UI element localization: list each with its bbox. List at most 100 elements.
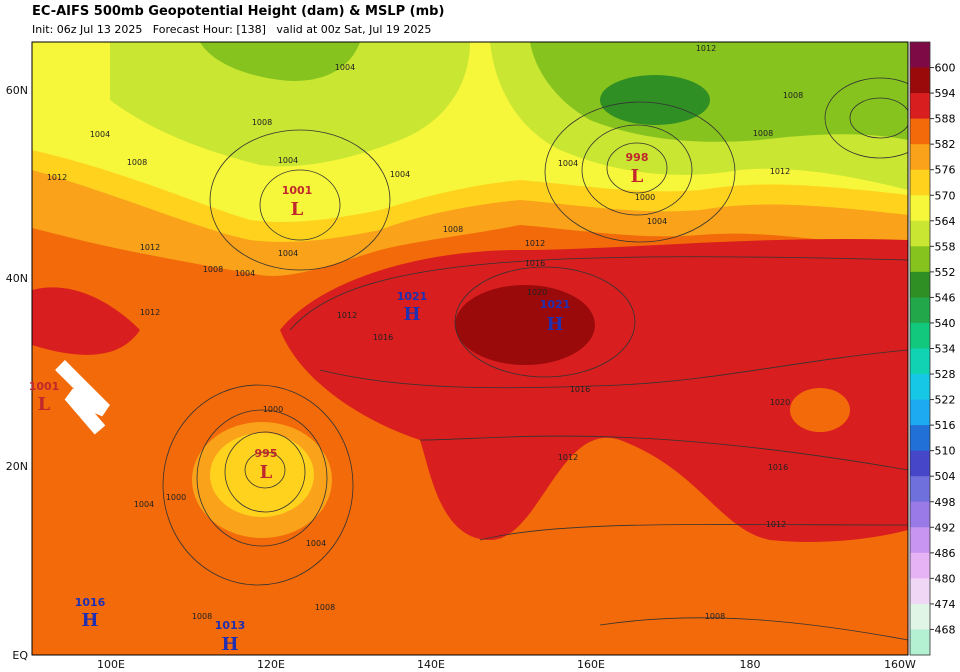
pressure-center: L xyxy=(631,166,644,187)
colorbar-cell xyxy=(910,603,930,630)
pressure-center: H xyxy=(221,634,238,655)
contour-label: 1004 xyxy=(278,156,298,165)
colorbar-cell xyxy=(910,220,930,247)
contour-label: 1004 xyxy=(335,63,355,72)
colorbar-cell xyxy=(910,42,930,69)
colorbar-label: 468 xyxy=(935,623,956,636)
contour-label: 1012 xyxy=(766,520,786,529)
contour-label: 1000 xyxy=(166,493,186,502)
colorbar-label: 540 xyxy=(935,317,956,330)
pressure-center: L xyxy=(260,462,273,483)
colorbar-cell xyxy=(910,67,930,94)
contour-label: 1004 xyxy=(390,170,410,179)
pressure-value: 1021 xyxy=(540,298,571,311)
colorbar-cell xyxy=(910,527,930,554)
colorbar-cell xyxy=(910,501,930,528)
lon-label: 180 xyxy=(740,658,761,671)
contour-label: 1020 xyxy=(527,288,547,297)
colorbar-label: 486 xyxy=(935,547,956,560)
colorbar-cell xyxy=(910,246,930,273)
colorbar-label: 564 xyxy=(935,215,956,228)
colorbar-cell xyxy=(910,297,930,324)
colorbar-cell xyxy=(910,348,930,375)
contour-label: 1016 xyxy=(570,385,590,394)
contour-label: 1008 xyxy=(252,118,272,127)
contour-label: 1008 xyxy=(192,612,212,621)
contour-label: 1012 xyxy=(337,311,357,320)
colorbar-label: 534 xyxy=(935,343,956,356)
colorbar-cell xyxy=(910,552,930,579)
colorbar-label: 570 xyxy=(935,189,956,202)
lon-label: 120E xyxy=(257,658,285,671)
contour-label: 1004 xyxy=(306,539,326,548)
pressure-center: H xyxy=(546,314,563,335)
lon-label: 160E xyxy=(577,658,605,671)
colorbar-cell xyxy=(910,629,930,656)
colorbar-label: 600 xyxy=(935,62,956,75)
contour-label: 1008 xyxy=(203,265,223,274)
colorbar-cell xyxy=(910,144,930,171)
contour-label: 1008 xyxy=(705,612,725,621)
contour-label: 1012 xyxy=(525,239,545,248)
colorbar-label: 522 xyxy=(935,394,956,407)
contour-label: 1012 xyxy=(140,243,160,252)
pressure-value: 1001 xyxy=(282,184,313,197)
lon-label: 160W xyxy=(884,658,916,671)
pressure-center: H xyxy=(81,610,98,631)
contour-label: 1012 xyxy=(770,167,790,176)
colorbar-label: 480 xyxy=(935,572,956,585)
colorbar-cell xyxy=(910,578,930,605)
colorbar-cell xyxy=(910,450,930,477)
colorbar-cell xyxy=(910,322,930,349)
colorbar: 600 594 588 582 576 570 564 558 552 546 540 534 528 5… xyxy=(909,41,956,656)
colorbar-cell xyxy=(910,399,930,426)
colorbar-label: 552 xyxy=(935,266,956,279)
lat-label: 40N xyxy=(6,272,28,285)
contour-label: 1012 xyxy=(140,308,160,317)
lat-label: 60N xyxy=(6,84,28,97)
colorbar-cell xyxy=(910,195,930,222)
title: EC-AIFS 500mb Geopotential Height (dam) … xyxy=(32,4,444,19)
colorbar-label: 510 xyxy=(935,445,956,458)
pressure-value: 995 xyxy=(255,447,278,460)
colorbar-cell xyxy=(910,425,930,452)
contour-label: 1000 xyxy=(263,405,283,414)
lon-label: 100E xyxy=(97,658,125,671)
contour-label: 1008 xyxy=(783,91,803,100)
colorbar-label: 558 xyxy=(935,240,956,253)
pressure-center: H xyxy=(403,304,420,325)
contour-label: 1012 xyxy=(47,173,67,182)
colorbar-label: 498 xyxy=(935,496,956,509)
lat-label: EQ xyxy=(12,649,28,662)
colorbar-label: 492 xyxy=(935,521,956,534)
contour-label: 1008 xyxy=(443,225,463,234)
pressure-center: L xyxy=(291,199,304,220)
colorbar-cell xyxy=(910,271,930,298)
contour-label: 1008 xyxy=(315,603,335,612)
colorbar-label: 516 xyxy=(935,419,956,432)
contour-label: 1016 xyxy=(768,463,788,472)
lat-label: 20N xyxy=(6,460,28,473)
pressure-value: 1021 xyxy=(397,290,428,303)
contour-label: 1008 xyxy=(127,158,147,167)
colorbar-cell xyxy=(910,118,930,145)
subtitle: Init: 06z Jul 13 2025 Forecast Hour: [13… xyxy=(32,23,431,36)
contour-label: 1012 xyxy=(558,453,578,462)
colorbar-label: 576 xyxy=(935,164,956,177)
pressure-value: 998 xyxy=(626,151,649,164)
colorbar-label: 582 xyxy=(935,138,956,151)
pressure-value: 1013 xyxy=(215,619,246,632)
contour-label: 1020 xyxy=(770,398,790,407)
pressure-value: 1001 xyxy=(29,380,60,393)
colorbar-label: 528 xyxy=(935,368,956,381)
pressure-center: L xyxy=(38,394,51,415)
colorbar-label: 474 xyxy=(935,598,956,611)
contour-label: 1004 xyxy=(134,500,154,509)
contour-label: 1004 xyxy=(235,269,255,278)
colorbar-label: 588 xyxy=(935,113,956,126)
contour-label: 1000 xyxy=(635,193,655,202)
colorbar-label: 594 xyxy=(935,87,956,100)
contour-label: 1008 xyxy=(753,129,773,138)
pressure-value: 1016 xyxy=(75,596,106,609)
